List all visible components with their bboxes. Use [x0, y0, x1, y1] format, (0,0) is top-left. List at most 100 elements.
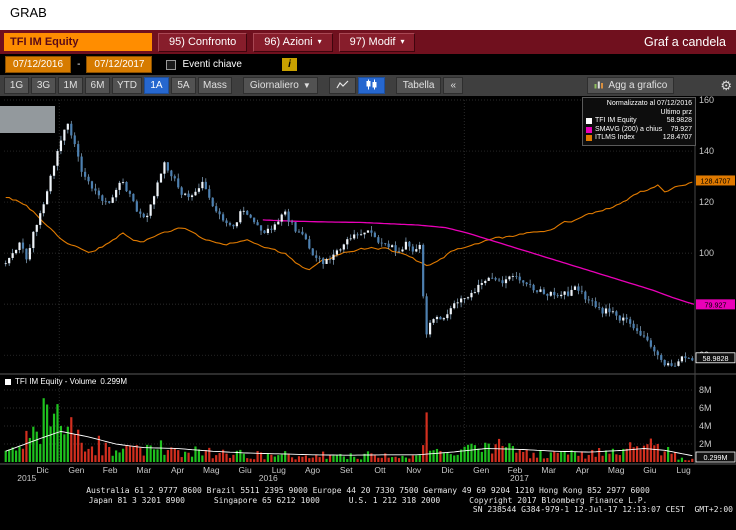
- ticker-field[interactable]: TFI IM Equity: [4, 33, 152, 51]
- svg-text:2M: 2M: [699, 439, 712, 449]
- svg-text:128.4707: 128.4707: [701, 176, 731, 185]
- period-mass-button[interactable]: Mass: [198, 77, 232, 94]
- svg-text:Mar: Mar: [137, 465, 152, 475]
- svg-text:2017: 2017: [510, 473, 529, 482]
- series-name: ITLMS Index: [595, 134, 635, 141]
- settings-button[interactable]: ⚙: [720, 78, 732, 94]
- series-swatch-icon: [586, 126, 592, 133]
- svg-text:Set: Set: [340, 465, 353, 475]
- svg-text:Apr: Apr: [171, 465, 184, 475]
- chart-toolbar: 1G 3G 1M 6M YTD 1A 5A Mass Giornaliero ▼…: [0, 75, 736, 96]
- series-name: SMAVG (200) a chius: [595, 125, 663, 133]
- svg-text:Feb: Feb: [508, 465, 523, 475]
- svg-text:6M: 6M: [699, 403, 712, 413]
- footer-contacts-line1: Australia 61 2 9777 8600 Brazil 5511 239…: [86, 486, 650, 495]
- chevron-down-icon: ▼: [302, 80, 311, 90]
- gray-overlay-box: [0, 106, 55, 133]
- series-name: TFI IM Equity: [595, 117, 637, 124]
- line-chart-icon: [336, 80, 349, 92]
- candle-chart-mode-button[interactable]: [357, 77, 385, 94]
- eventi-chiave-checkbox[interactable]: [166, 59, 177, 70]
- volume-swatch-icon: [5, 378, 11, 385]
- frequency-label: Giornaliero: [249, 80, 299, 91]
- svg-text:Mag: Mag: [608, 465, 625, 475]
- series-swatch-icon: [586, 118, 592, 125]
- add-to-chart-label: Agg a grafico: [608, 80, 668, 91]
- chevron-down-icon: ▾: [400, 37, 405, 46]
- volume-legend: TFI IM Equity - Volume 0.299M: [5, 377, 127, 386]
- period-3g-button[interactable]: 3G: [31, 77, 56, 94]
- series-value: 128.4707: [662, 134, 692, 141]
- svg-text:2015: 2015: [17, 473, 36, 482]
- svg-text:160: 160: [699, 96, 714, 105]
- svg-text:Lug: Lug: [272, 465, 286, 475]
- footer-serial-line: SN 238544 G384-979-1 12-Jul-17 12:13:07 …: [472, 505, 733, 514]
- date-bar: 07/12/2016 - 07/12/2017 Eventi chiave i: [0, 54, 736, 75]
- price-volume-chart: 16014012010080608M6M4M2M128.470779.92758…: [0, 96, 736, 482]
- svg-text:Ago: Ago: [305, 465, 320, 475]
- frequency-dropdown[interactable]: Giornaliero ▼: [242, 77, 318, 94]
- tabella-button[interactable]: Tabella: [395, 77, 442, 94]
- svg-text:Dic: Dic: [441, 465, 454, 475]
- modif-label: 97) Modif: [349, 36, 396, 48]
- svg-text:140: 140: [699, 146, 714, 156]
- svg-text:Ott: Ott: [374, 465, 386, 475]
- series-swatch-icon: [586, 135, 592, 142]
- footer: Australia 61 2 9777 8600 Brazil 5511 239…: [0, 482, 736, 530]
- series-value: 58.9828: [666, 117, 692, 124]
- svg-text:Giu: Giu: [643, 465, 657, 475]
- svg-text:120: 120: [699, 197, 714, 207]
- chart-legend: Normalizzato al 07/12/2016 Ultimo prz TF…: [582, 97, 696, 146]
- svg-text:Gen: Gen: [473, 465, 489, 475]
- price-chart-area[interactable]: 16014012010080608M6M4M2M128.470779.92758…: [0, 96, 736, 482]
- svg-text:100: 100: [699, 248, 714, 258]
- period-5a-button[interactable]: 5A: [171, 77, 196, 94]
- period-6m-button[interactable]: 6M: [85, 77, 110, 94]
- chevron-down-icon: ▾: [317, 37, 322, 46]
- legend-entry: ITLMS Index 128.4707: [586, 134, 692, 143]
- svg-text:Feb: Feb: [103, 465, 118, 475]
- period-1g-button[interactable]: 1G: [4, 77, 29, 94]
- period-1a-button[interactable]: 1A: [144, 77, 169, 94]
- legend-entry: SMAVG (200) a chius 79.927: [586, 126, 692, 135]
- menu-bar: TFI IM Equity 95) Confronto 96) Azioni ▾…: [0, 30, 736, 54]
- svg-text:Lug: Lug: [677, 465, 691, 475]
- svg-text:0.299M: 0.299M: [704, 453, 728, 462]
- eventi-chiave-label: Eventi chiave: [182, 59, 242, 70]
- svg-text:Nov: Nov: [406, 465, 422, 475]
- legend-subtitle: Ultimo prz: [660, 108, 692, 116]
- add-to-chart-button[interactable]: Agg a grafico: [587, 77, 675, 94]
- svg-text:Giu: Giu: [238, 465, 252, 475]
- svg-text:2016: 2016: [259, 473, 278, 482]
- svg-text:8M: 8M: [699, 385, 712, 395]
- volume-series-value: 0.299M: [100, 377, 128, 386]
- info-icon[interactable]: i: [281, 58, 297, 71]
- candlestick-icon: [365, 79, 378, 93]
- legend-entry: TFI IM Equity 58.9828: [586, 117, 692, 126]
- line-chart-mode-button[interactable]: [328, 77, 356, 94]
- confronto-button[interactable]: 95) Confronto: [158, 32, 248, 52]
- date-range-dash: -: [77, 59, 81, 70]
- azioni-label: 96) Azioni: [264, 36, 313, 48]
- period-ytd-button[interactable]: YTD: [112, 77, 142, 94]
- legend-title: Normalizzato al 07/12/2016: [606, 100, 692, 107]
- svg-text:4M: 4M: [699, 421, 712, 431]
- svg-text:79.927: 79.927: [705, 300, 727, 309]
- gear-icon: ⚙: [720, 77, 732, 93]
- collapse-button[interactable]: «: [443, 77, 464, 94]
- volume-series-name: TFI IM Equity - Volume: [15, 377, 97, 386]
- start-date-input[interactable]: 07/12/2016: [5, 56, 72, 73]
- svg-text:58.9828: 58.9828: [703, 354, 729, 363]
- grab-bar: GRAB: [0, 0, 736, 30]
- modif-menu-button[interactable]: 97) Modif ▾: [338, 32, 416, 52]
- svg-text:Mag: Mag: [203, 465, 220, 475]
- azioni-menu-button[interactable]: 96) Azioni ▾: [253, 32, 333, 52]
- end-date-input[interactable]: 07/12/2017: [86, 56, 153, 73]
- svg-text:Mar: Mar: [541, 465, 556, 475]
- svg-text:Gen: Gen: [68, 465, 84, 475]
- mini-chart-icon: [594, 79, 604, 92]
- footer-contacts-line2: Japan 81 3 3201 8900 Singapore 65 6212 1…: [88, 495, 648, 505]
- period-1m-button[interactable]: 1M: [58, 77, 83, 94]
- series-value: 79.927: [670, 125, 692, 133]
